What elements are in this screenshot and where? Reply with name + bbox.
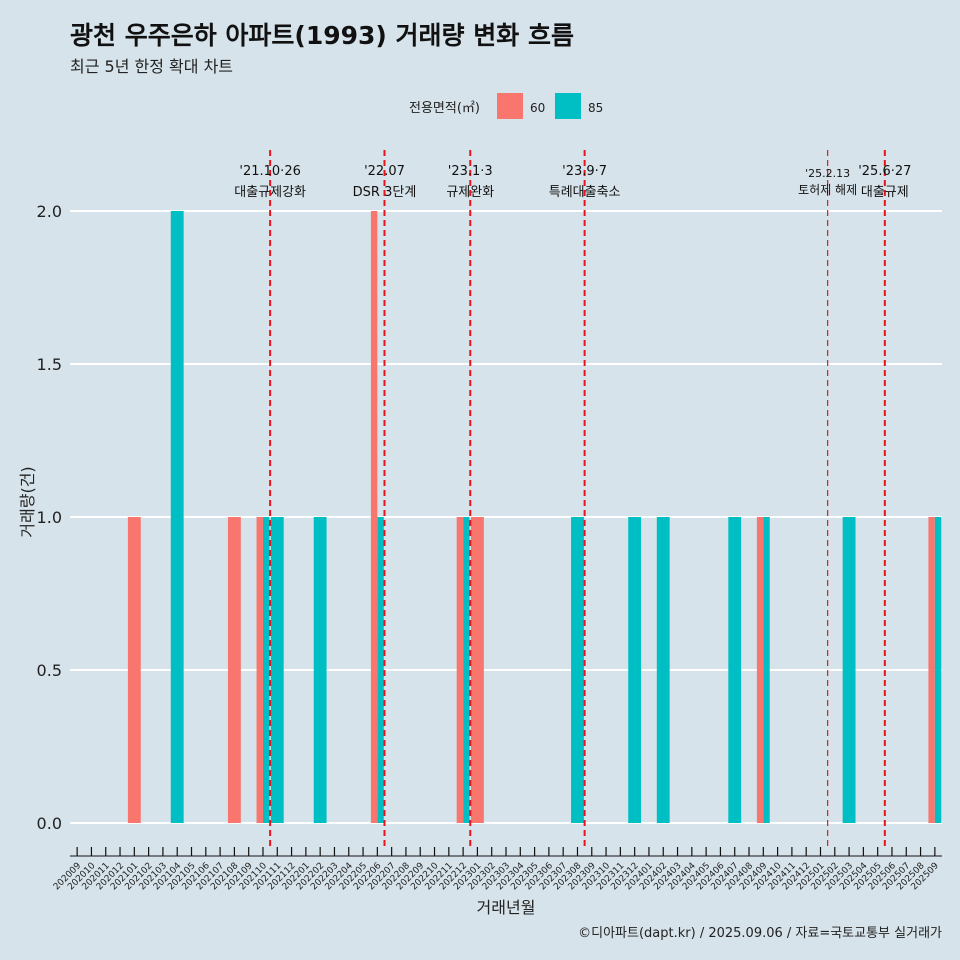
axes: 2020092020102020112020122021012021022021… — [18, 466, 942, 917]
y-tick-label: 1.5 — [37, 355, 62, 374]
event-label: 규제완화 — [446, 185, 494, 200]
y-tick-label: 0.5 — [37, 661, 62, 680]
y-tick-label: 0.0 — [37, 814, 62, 833]
bar-85-202308 — [571, 517, 584, 823]
event-label: 토허제 해제 — [798, 183, 857, 197]
event-label: 특례대출축소 — [549, 185, 621, 200]
bar-60-202108 — [227, 517, 241, 823]
event-label: 대출규제 — [861, 185, 909, 200]
bar-85-202409 — [763, 517, 770, 823]
y-tick-label: 2.0 — [37, 202, 62, 221]
bar-85-202509 — [934, 517, 942, 823]
bar-60-202206 — [370, 211, 378, 823]
bars — [127, 211, 942, 823]
y-axis-title: 거래량(건) — [18, 466, 37, 537]
bar-60-202101 — [127, 517, 141, 823]
chart-title: 광천 우주은하 아파트(1993) 거래량 변화 흐름 — [70, 21, 574, 50]
bar-85-202202 — [313, 517, 327, 823]
source-caption: ©디아파트(dapt.kr) / 2025.09.06 / 자료=국토교통부 실… — [578, 926, 942, 941]
event-date-label: '22.07 — [364, 164, 405, 179]
bar-85-202402 — [656, 517, 670, 823]
event-date-label: '25.2.13 — [805, 167, 850, 180]
legend-label: 60 — [530, 101, 545, 115]
bar-60-202301 — [470, 517, 484, 823]
legend-title: 전용면적(㎡) — [409, 101, 480, 116]
event-date-label: '21.10·26 — [239, 164, 300, 179]
chart-subtitle: 최근 5년 한정 확대 차트 — [70, 57, 234, 76]
bar-85-202407 — [728, 517, 742, 823]
bar-60-202110 — [256, 517, 263, 823]
bar-85-202206 — [377, 517, 384, 823]
event-date-label: '23.9·7 — [562, 164, 607, 179]
bar-85-202104 — [170, 211, 184, 823]
legend-label: 85 — [588, 101, 603, 115]
event-label: 대출규제강화 — [234, 185, 306, 200]
bar-85-202111 — [270, 517, 284, 823]
bar-85-202110 — [262, 517, 270, 823]
legend: 전용면적(㎡) 60 85 — [409, 93, 603, 119]
y-tick-label: 1.0 — [37, 508, 62, 527]
event-lines: '21.10·26 대출규제강화 '22.07 DSR 3단계 '23.1·3 규제완화 '… — [234, 150, 911, 848]
bar-85-202312 — [628, 517, 642, 823]
legend-swatch-60 — [497, 93, 523, 119]
gridlines: 0.0 0.5 1.0 1.5 2.0 — [37, 202, 942, 833]
event-date-label: '23.1·3 — [448, 164, 493, 179]
event-date-label: '25.6·27 — [858, 164, 911, 179]
event-label: DSR 3단계 — [353, 185, 417, 200]
bar-60-202409 — [756, 517, 764, 823]
x-axis-title: 거래년월 — [477, 898, 536, 917]
legend-swatch-85 — [555, 93, 581, 119]
bar-60-202212 — [456, 517, 464, 823]
bar-60-202509 — [928, 517, 935, 823]
bar-85-202212 — [463, 517, 470, 823]
bar-85-202503 — [842, 517, 856, 823]
